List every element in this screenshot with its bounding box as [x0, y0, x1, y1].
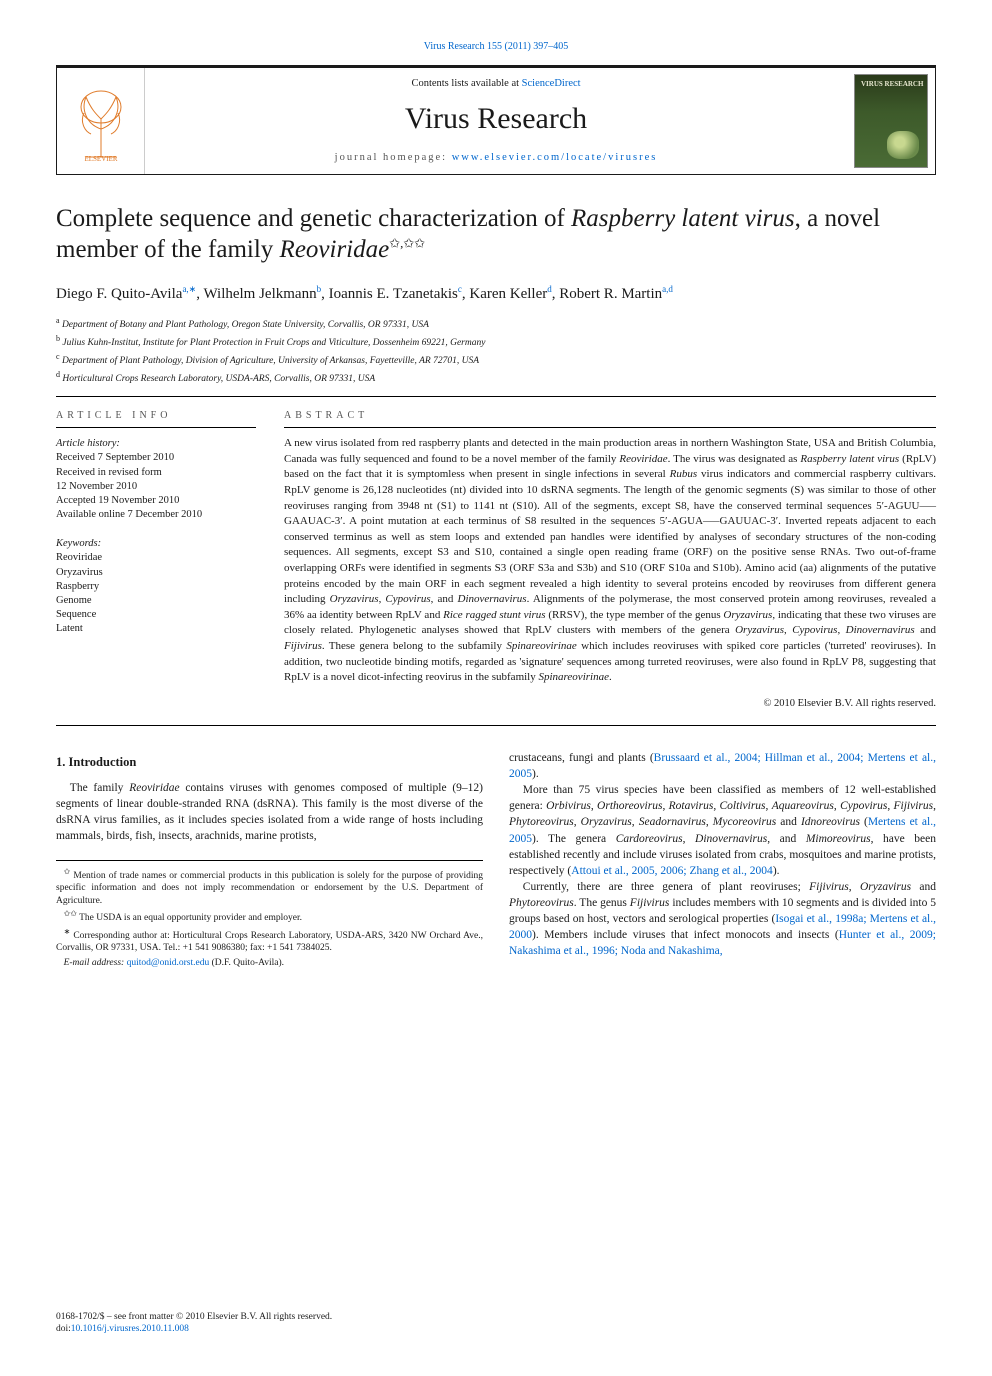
email-footnote: E-mail address: quitod@onid.orst.edu (D.… — [56, 957, 483, 969]
publisher-logo: ELSEVIER — [57, 68, 145, 174]
affiliation-block: a Department of Botany and Plant Patholo… — [56, 316, 936, 397]
affiliation: c Department of Plant Pathology, Divisio… — [56, 352, 936, 368]
footnotes-block: ✩ Mention of trade names or commercial p… — [56, 860, 483, 969]
abstract-copyright: © 2010 Elsevier B.V. All rights reserved… — [284, 696, 936, 711]
elsevier-tree-icon: ELSEVIER — [66, 79, 136, 163]
keyword: Sequence — [56, 608, 256, 622]
homepage-prefix: journal homepage: — [335, 152, 452, 163]
title-footnote-marks: ✩,✩✩ — [389, 235, 425, 250]
issn-copyright-line: 0168-1702/$ – see front matter © 2010 El… — [56, 1311, 936, 1323]
abstract-column: ABSTRACT A new virus isolated from red r… — [284, 409, 936, 711]
body-paragraph: Currently, there are three genera of pla… — [509, 879, 936, 959]
keywords-block: Keywords: Reoviridae Oryzavirus Raspberr… — [56, 536, 256, 636]
article-info-heading: ARTICLE INFO — [56, 409, 256, 429]
body-two-column: 1. Introduction The family Reoviridae co… — [56, 750, 936, 971]
article-info-column: ARTICLE INFO Article history: Received 7… — [56, 409, 256, 711]
body-paragraph: The family Reoviridae contains viruses w… — [56, 780, 483, 844]
keyword: Oryzavirus — [56, 566, 256, 580]
footnote: ✩✩ The USDA is an equal opportunity prov… — [56, 909, 483, 925]
history-line: 12 November 2010 — [56, 480, 256, 494]
contents-line: Contents lists available at ScienceDirec… — [155, 76, 837, 91]
abstract-text: A new virus isolated from red raspberry … — [284, 436, 936, 686]
journal-cover: VIRUS RESEARCH — [847, 68, 935, 174]
sciencedirect-link[interactable]: ScienceDirect — [522, 78, 581, 89]
corresponding-author-footnote: ∗ Corresponding author at: Horticultural… — [56, 927, 483, 955]
section-heading-intro: 1. Introduction — [56, 754, 483, 772]
abstract-heading: ABSTRACT — [284, 409, 936, 429]
homepage-line: journal homepage: www.elsevier.com/locat… — [155, 150, 837, 165]
contents-prefix: Contents lists available at — [411, 78, 521, 89]
page-footer: 0168-1702/$ – see front matter © 2010 El… — [56, 1311, 936, 1336]
doi-line: doi:10.1016/j.virusres.2010.11.008 — [56, 1323, 936, 1335]
cover-thumb: VIRUS RESEARCH — [854, 74, 928, 168]
journal-name: Virus Research — [155, 97, 837, 141]
history-line: Accepted 19 November 2010 — [56, 494, 256, 508]
info-abstract-row: ARTICLE INFO Article history: Received 7… — [56, 409, 936, 726]
svg-text:ELSEVIER: ELSEVIER — [84, 155, 117, 163]
history-line: Received in revised form — [56, 466, 256, 480]
masthead-center: Contents lists available at ScienceDirec… — [145, 68, 847, 174]
affiliation: b Julius Kuhn-Institut, Institute for Pl… — [56, 334, 936, 350]
keyword: Reoviridae — [56, 551, 256, 565]
history-label: Article history: — [56, 436, 256, 451]
top-citation-link[interactable]: Virus Research 155 (2011) 397–405 — [424, 41, 569, 52]
history-line: Received 7 September 2010 — [56, 451, 256, 465]
body-paragraph: More than 75 virus species have been cla… — [509, 782, 936, 879]
keyword: Genome — [56, 594, 256, 608]
author-list: Diego F. Quito-Avilaa,∗, Wilhelm Jelkman… — [56, 283, 936, 306]
keywords-label: Keywords: — [56, 536, 256, 551]
body-paragraph: crustaceans, fungi and plants (Brussaard… — [509, 750, 936, 782]
author-email-link[interactable]: quitod@onid.orst.edu — [127, 958, 210, 968]
homepage-link[interactable]: www.elsevier.com/locate/virusres — [452, 152, 658, 163]
affiliation: d Horticultural Crops Research Laborator… — [56, 370, 936, 386]
history-line: Available online 7 December 2010 — [56, 508, 256, 522]
keyword: Raspberry — [56, 580, 256, 594]
article-title: Complete sequence and genetic characteri… — [56, 203, 936, 266]
doi-link[interactable]: 10.1016/j.virusres.2010.11.008 — [71, 1324, 189, 1334]
masthead: ELSEVIER Contents lists available at Sci… — [56, 65, 936, 175]
keyword: Latent — [56, 622, 256, 636]
top-citation: Virus Research 155 (2011) 397–405 — [56, 40, 936, 55]
title-text: Complete sequence and genetic characteri… — [56, 205, 880, 263]
affiliation: a Department of Botany and Plant Patholo… — [56, 316, 936, 332]
footnote: ✩ Mention of trade names or commercial p… — [56, 867, 483, 907]
cover-brand-text: VIRUS RESEARCH — [861, 81, 923, 88]
cover-art-icon — [887, 131, 919, 159]
